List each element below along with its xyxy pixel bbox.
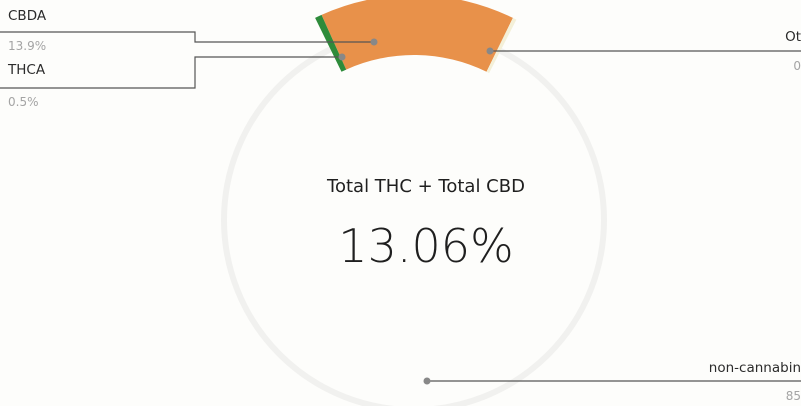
slice-label-other: Ot [785,29,801,45]
slice-value-thca: 0.5% [8,95,39,109]
leader-dot-thca [338,53,346,61]
slice-label-thca: THCA [7,62,46,78]
slice-label-non-cannabinoid: non-cannabin [709,360,801,376]
leader-dot-other [486,47,494,55]
leader-dot-cbda [370,38,378,46]
center-label: Total THC + Total CBD [326,176,525,197]
center-value: 13.06% [338,219,513,273]
leader-line-cbda [0,31,374,43]
slice-label-cbda: CBDA [8,8,47,24]
leader-dot-non-cannabinoid [423,377,431,385]
slice-other [486,17,517,74]
slice-value-non-cannabinoid: 85 [786,389,801,403]
slice-value-other: 0 [793,59,801,73]
slice-value-cbda: 13.9% [8,39,46,53]
slice-cbda [321,0,513,72]
watermark-ring [221,27,607,406]
leader-line-thca [0,56,342,89]
